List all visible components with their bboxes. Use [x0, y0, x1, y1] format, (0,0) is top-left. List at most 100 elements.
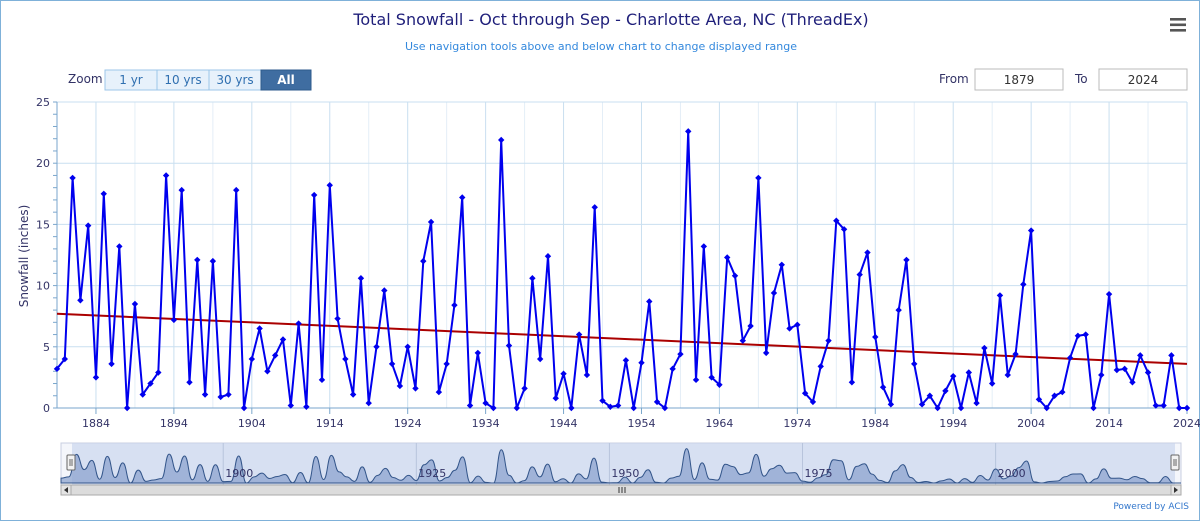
snowfall-point[interactable] — [1183, 404, 1191, 412]
snowfall-point[interactable] — [248, 355, 256, 363]
navigator-right-handle[interactable] — [1170, 454, 1180, 471]
snowfall-point[interactable] — [1160, 402, 1167, 409]
snowfall-point[interactable] — [225, 391, 232, 398]
snowfall-point[interactable] — [420, 257, 427, 265]
snowfall-point[interactable] — [1113, 366, 1121, 374]
snowfall-point[interactable] — [256, 325, 263, 332]
snowfall-point[interactable] — [513, 404, 520, 412]
snowfall-point[interactable] — [201, 391, 209, 398]
zoom-all-button[interactable]: All — [260, 69, 312, 91]
acis-credit-link[interactable]: Powered by ACIS — [1113, 502, 1189, 512]
snowfall-point[interactable] — [490, 404, 497, 412]
snowfall-point[interactable] — [1012, 350, 1019, 358]
snowfall-point[interactable] — [373, 343, 380, 350]
scrollbar-thumb[interactable] — [70, 484, 1172, 496]
snowfall-point[interactable] — [170, 316, 178, 324]
snowfall-point[interactable] — [53, 365, 61, 373]
snowfall-point[interactable] — [692, 376, 700, 384]
snowfall-point[interactable] — [833, 217, 840, 224]
snowfall-point[interactable] — [677, 350, 684, 358]
snowfall-point[interactable] — [840, 226, 848, 233]
snowfall-point[interactable] — [1105, 290, 1113, 298]
snowfall-point[interactable] — [264, 368, 271, 375]
snowfall-point[interactable] — [396, 382, 404, 390]
snowfall-point[interactable] — [1020, 281, 1027, 288]
snowfall-point[interactable] — [318, 376, 326, 384]
snowfall-point[interactable] — [326, 182, 333, 189]
snowfall-point[interactable] — [801, 390, 809, 397]
snowfall-point[interactable] — [653, 398, 661, 406]
snowfall-point[interactable] — [61, 355, 68, 363]
snowfall-point[interactable] — [388, 360, 396, 368]
snowfall-point[interactable] — [817, 363, 824, 370]
snowfall-point[interactable] — [272, 352, 279, 359]
snowfall-point[interactable] — [482, 399, 489, 407]
snowfall-point[interactable] — [474, 349, 482, 357]
snowfall-point[interactable] — [108, 360, 115, 368]
snowfall-point[interactable] — [911, 360, 918, 368]
snowfall-point[interactable] — [287, 402, 294, 409]
snowfall-point[interactable] — [638, 359, 645, 366]
snowfall-point[interactable] — [342, 355, 349, 363]
snowfall-point[interactable] — [762, 349, 770, 357]
snowfall-point[interactable] — [1090, 404, 1097, 412]
snowfall-point[interactable] — [1168, 352, 1175, 359]
snowfall-point[interactable] — [856, 271, 863, 278]
snowfall-point[interactable] — [575, 331, 583, 338]
snowfall-point[interactable] — [996, 292, 1004, 299]
snowfall-point[interactable] — [934, 404, 941, 412]
snowfall-point[interactable] — [895, 306, 902, 314]
snowfall-point[interactable] — [240, 404, 248, 412]
snowfall-point[interactable] — [443, 360, 450, 368]
snowfall-point[interactable] — [310, 191, 318, 199]
snowfall-point[interactable] — [685, 128, 692, 135]
snowfall-point[interactable] — [1152, 402, 1160, 409]
snowfall-point[interactable] — [139, 391, 146, 398]
snowfall-point[interactable] — [505, 342, 513, 349]
snowfall-point[interactable] — [84, 222, 92, 229]
snowfall-point[interactable] — [809, 398, 817, 406]
snowfall-point[interactable] — [123, 404, 131, 412]
snowfall-point[interactable] — [872, 333, 879, 341]
snowfall-point[interactable] — [147, 380, 154, 387]
snowfall-point[interactable] — [186, 379, 193, 386]
snowfall-point[interactable] — [614, 402, 622, 409]
snowfall-point[interactable] — [116, 243, 123, 250]
snowfall-point[interactable] — [778, 261, 785, 268]
zoom-30yrs-button[interactable]: 30 yrs — [208, 69, 262, 91]
snowfall-point[interactable] — [365, 399, 372, 407]
snowfall-point[interactable] — [879, 383, 887, 391]
snowfall-point[interactable] — [1176, 404, 1183, 412]
snowfall-point[interactable] — [334, 315, 341, 322]
snowfall-point[interactable] — [435, 388, 443, 396]
snowfall-point[interactable] — [708, 374, 715, 381]
snowfall-point[interactable] — [1082, 331, 1089, 338]
snowfall-point[interactable] — [209, 257, 217, 265]
snowfall-point[interactable] — [716, 381, 723, 388]
snowfall-point[interactable] — [451, 301, 458, 309]
snowfall-point[interactable] — [303, 403, 310, 410]
snowfall-point[interactable] — [1098, 371, 1105, 379]
snowfall-point[interactable] — [233, 186, 240, 194]
zoom-10yrs-button[interactable]: 10 yrs — [156, 69, 210, 91]
snowfall-point[interactable] — [427, 218, 435, 226]
snowfall-point[interactable] — [848, 379, 856, 386]
snowfall-point[interactable] — [552, 395, 559, 402]
to-input[interactable]: 2024 — [1098, 68, 1188, 91]
snowfall-point[interactable] — [560, 370, 567, 377]
snowfall-point[interactable] — [607, 403, 614, 410]
snowfall-point[interactable] — [630, 404, 637, 412]
snowfall-point[interactable] — [131, 300, 139, 308]
snowfall-point[interactable] — [950, 372, 957, 380]
snowfall-point[interactable] — [568, 404, 575, 412]
snowfall-point[interactable] — [1137, 352, 1144, 359]
snowfall-point[interactable] — [1121, 365, 1128, 373]
snowfall-point[interactable] — [903, 256, 910, 264]
range-navigator[interactable]: 1900 1925 1950 1975 2000 — [60, 442, 1182, 486]
scrollbar-left-arrow[interactable] — [60, 484, 72, 496]
snowfall-point[interactable] — [794, 321, 801, 328]
snowfall-point[interactable] — [918, 401, 926, 408]
navigator-left-handle[interactable] — [66, 454, 76, 471]
snowfall-point[interactable] — [295, 320, 302, 327]
snowfall-point[interactable] — [412, 385, 419, 392]
